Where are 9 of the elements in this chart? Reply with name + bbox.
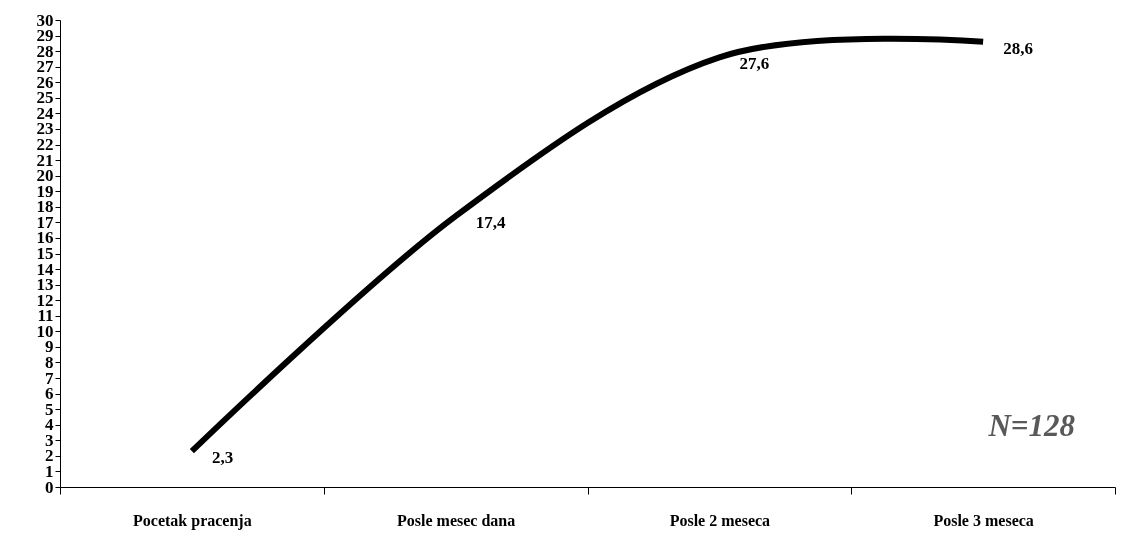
data-label: 17,4 [475,213,506,233]
annotation: N=128 [987,408,1076,443]
x-tick-label: Posle 3 meseca [933,511,1034,529]
data-label: 27,6 [739,54,770,74]
x-tick-label: Posle mesec dana [397,511,516,529]
x-tick-label: Pocetak pracenja [133,511,252,530]
x-tick-label: Posle 2 meseca [669,511,771,529]
data-label: 2,3 [211,448,234,468]
data-label: 28,6 [1003,38,1033,58]
